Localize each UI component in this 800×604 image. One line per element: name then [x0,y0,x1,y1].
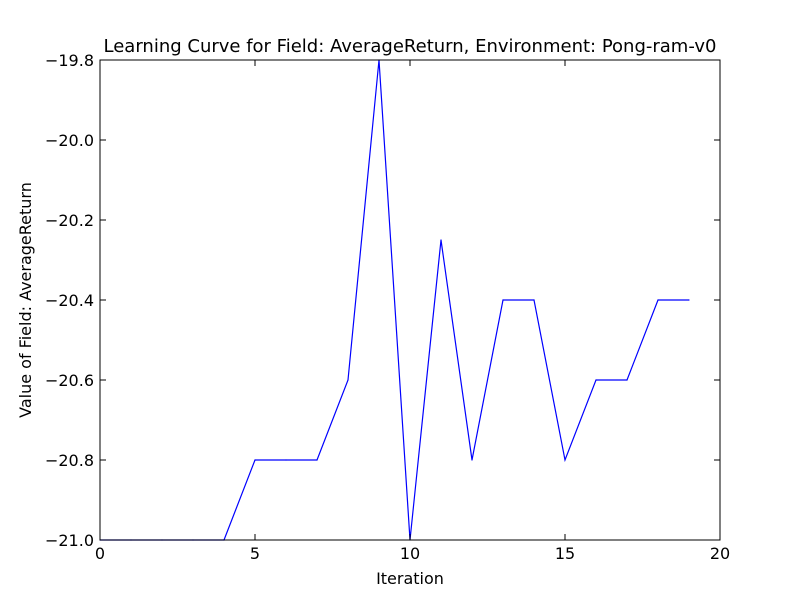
y-tick-label: −20.2 [45,211,94,230]
y-tick-label: −20.4 [45,291,94,310]
y-tick-label: −20.8 [45,451,94,470]
y-tick-label: −19.8 [45,51,94,70]
x-tick-label: 20 [710,544,730,563]
x-tick-label: 15 [555,544,575,563]
chart-title: Learning Curve for Field: AverageReturn,… [104,36,717,57]
series-point [626,379,628,381]
y-tick-label: −20.6 [45,371,94,390]
series-point [316,459,318,461]
series-point [440,239,442,241]
x-tick-label: 5 [250,544,260,563]
series-point [564,459,566,461]
y-axis: −21.0 −20.8 −20.6 −20.4 −20.2 −20.0 −19.8 [45,51,720,550]
x-axis: 0 5 10 15 20 [95,60,730,563]
series-point [471,459,473,461]
series-point [533,299,535,301]
x-tick-label: 10 [400,544,420,563]
series-point [657,299,659,301]
series-point [595,379,597,381]
series-point [502,299,504,301]
x-tick-label: 0 [95,544,105,563]
series-point [285,459,287,461]
plot-area [100,60,720,540]
y-tick-label: −20.0 [45,131,94,150]
series-point [347,379,349,381]
series-point [254,459,256,461]
y-axis-label: Value of Field: AverageReturn [16,182,35,418]
y-tick-label: −21.0 [45,531,94,550]
series-point [688,299,690,301]
x-axis-label: Iteration [376,569,444,588]
